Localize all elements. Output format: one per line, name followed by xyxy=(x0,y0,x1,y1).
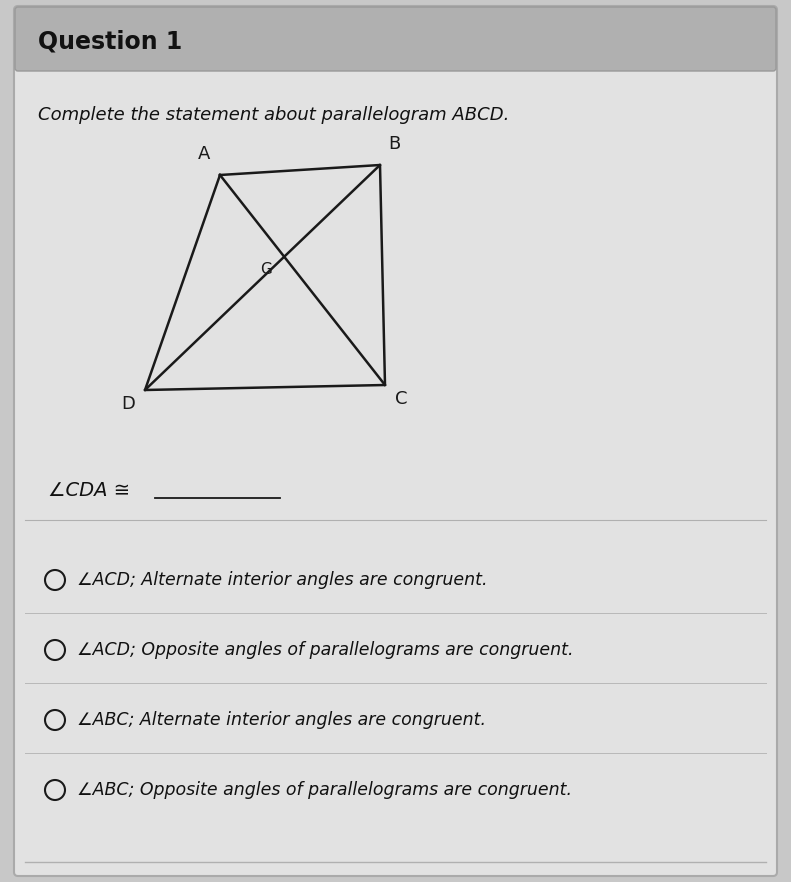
Text: ∠CDA ≅: ∠CDA ≅ xyxy=(48,481,131,499)
Text: ∠ACD; Opposite angles of parallelograms are congruent.: ∠ACD; Opposite angles of parallelograms … xyxy=(77,641,573,659)
Text: Complete the statement about parallelogram ABCD.: Complete the statement about parallelogr… xyxy=(38,106,509,124)
Text: C: C xyxy=(395,390,407,408)
Text: ∠ABC; Opposite angles of parallelograms are congruent.: ∠ABC; Opposite angles of parallelograms … xyxy=(77,781,572,799)
Text: ∠ABC; Alternate interior angles are congruent.: ∠ABC; Alternate interior angles are cong… xyxy=(77,711,486,729)
Text: A: A xyxy=(198,145,210,163)
Text: D: D xyxy=(121,395,135,413)
Text: B: B xyxy=(388,135,400,153)
Text: Question 1: Question 1 xyxy=(38,30,182,54)
FancyBboxPatch shape xyxy=(15,7,776,71)
FancyBboxPatch shape xyxy=(14,6,777,876)
Text: ∠ACD; Alternate interior angles are congruent.: ∠ACD; Alternate interior angles are cong… xyxy=(77,571,487,589)
Text: G: G xyxy=(260,262,272,277)
